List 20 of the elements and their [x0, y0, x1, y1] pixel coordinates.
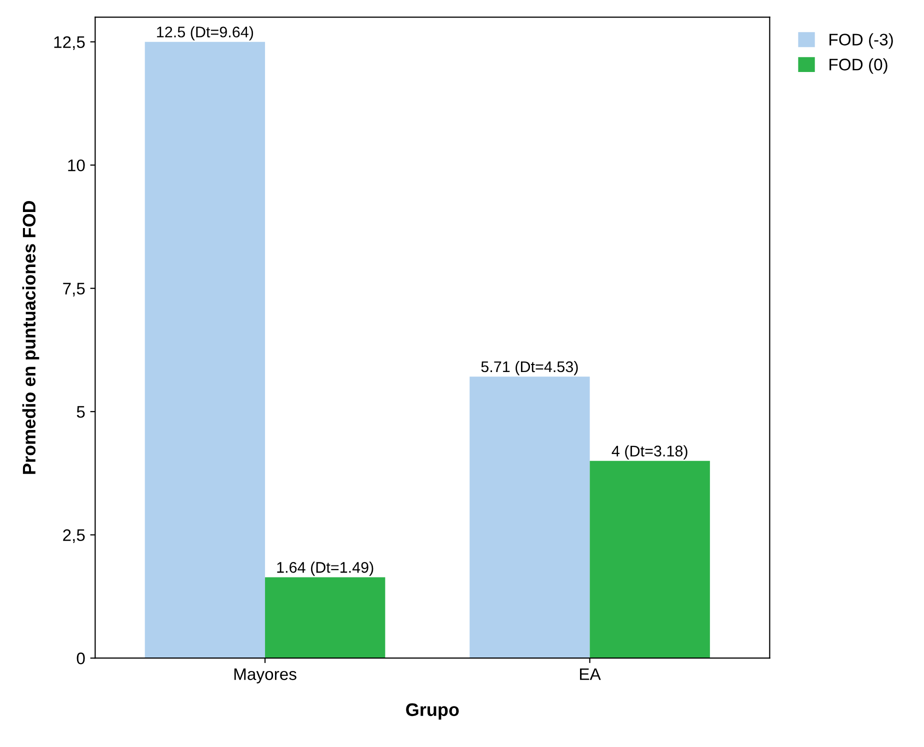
legend-label: FOD (-3)	[830, 33, 893, 49]
data-label: 5.71 (Dt=4.53)	[481, 360, 578, 376]
y-tick-label: 0	[76, 652, 85, 664]
bar	[265, 577, 386, 658]
bar	[470, 376, 590, 658]
y-axis-title: Promedio en puntuaciones FOD	[22, 200, 40, 474]
x-axis-title: Grupo	[406, 703, 459, 720]
x-tick-label: EA	[580, 668, 601, 680]
y-tick-label: 5	[76, 406, 85, 418]
data-label: 12.5 (Dt=9.64)	[157, 26, 254, 40]
y-tick-label: 10	[68, 159, 85, 172]
y-tick-label: 12,5	[54, 36, 85, 50]
y-tick-label: 2,5	[63, 529, 85, 544]
data-label: 4 (Dt=3.18)	[612, 445, 688, 460]
bar	[590, 460, 710, 658]
legend-label: FOD (0)	[830, 58, 888, 74]
data-label: 1.64 (Dt=1.49)	[277, 562, 374, 576]
bar	[144, 42, 266, 658]
x-tick-label: Mayores	[234, 668, 296, 684]
y-tick-label: 7,5	[63, 282, 85, 297]
